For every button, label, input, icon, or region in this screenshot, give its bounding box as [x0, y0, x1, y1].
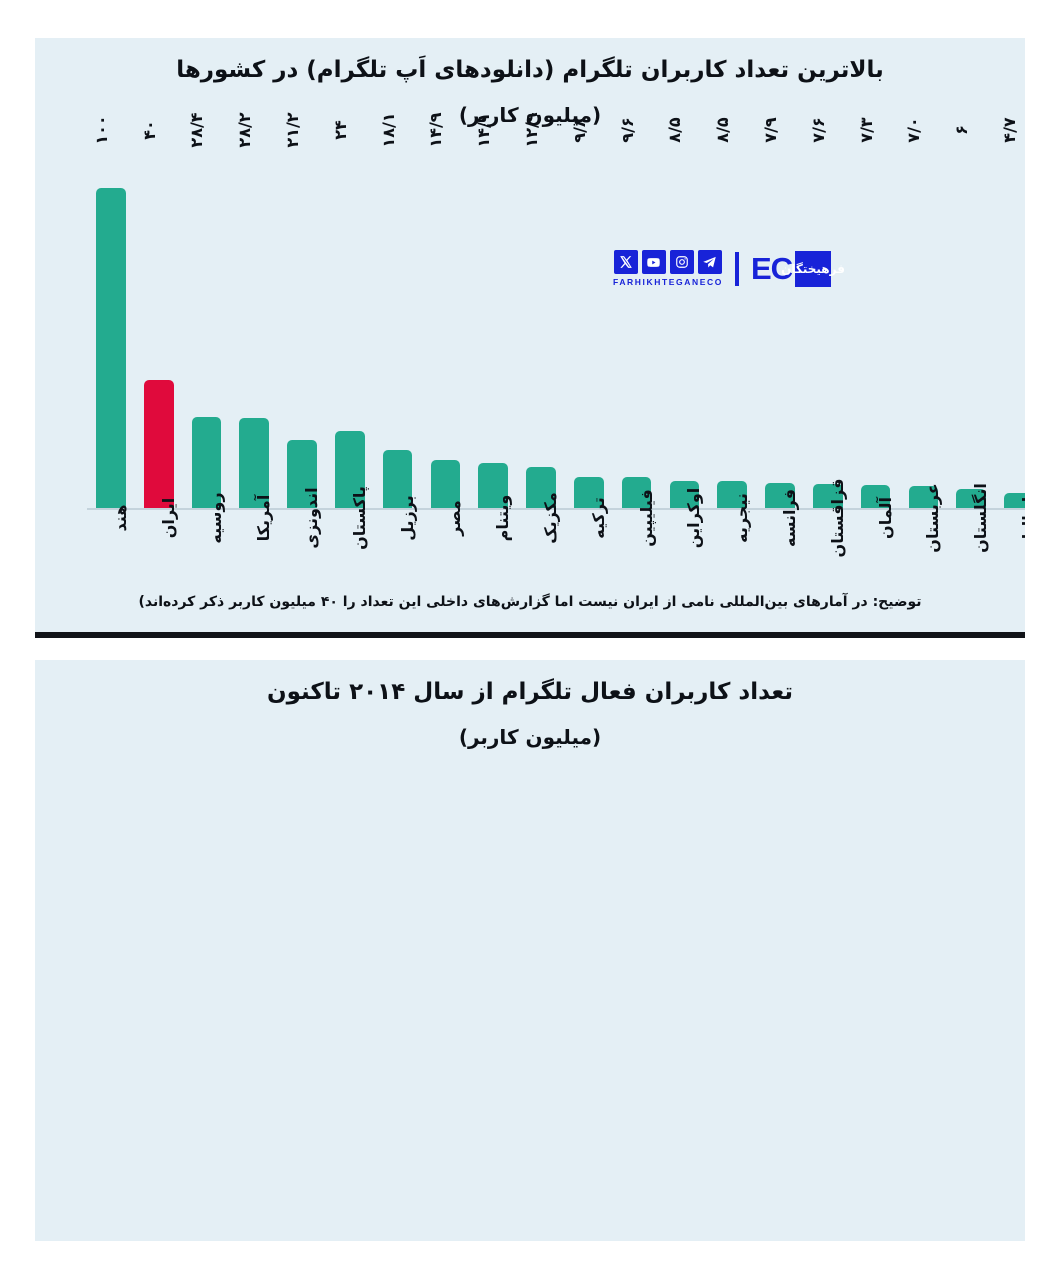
logo-divider — [734, 251, 739, 286]
x-axis-label: برزیل — [397, 495, 417, 541]
x-axis-label: ترکیه — [588, 497, 608, 539]
bar[interactable]: ۱۰۰ — [92, 115, 126, 508]
social-block: FARHIKHTEGANECO — [613, 250, 723, 287]
bar[interactable]: ۴/۷ — [1000, 117, 1025, 508]
top-title-block: بالاترین تعداد کاربران تلگرام (دانلودهای… — [35, 38, 1025, 127]
bar-slot: ۸/۵ — [661, 117, 709, 508]
bar-slot: ۸/۵ — [708, 117, 756, 508]
ec-letters: EC — [750, 251, 793, 286]
telegram-icon[interactable] — [697, 250, 722, 274]
bar-group: ۱۰۰ ۴۰ ۲۸/۴ ۲۸/۲ ۲۱/۲ ۲۴ ۱۸/۱ ۱۴/۹ ۱۴/۱ ۱۲/۹ ۹/۸ ۹/… — [87, 112, 1025, 508]
x-axis-label: قزاقستان — [827, 478, 847, 558]
bar[interactable]: ۲۸/۴ — [187, 112, 222, 508]
bar[interactable]: ۷/۶ — [809, 117, 843, 508]
bar-plot-countries: ۱۰۰ ۴۰ ۲۸/۴ ۲۸/۲ ۲۱/۲ ۲۴ ۱۸/۱ ۱۴/۹ ۱۴/۱ ۱۲/۹ ۹/۸ ۹/… — [87, 112, 1025, 510]
bar-slot: ۱۰۰ — [87, 115, 135, 508]
x-axis-label: فیلیپین — [636, 489, 656, 547]
chart-footnote: توضیح: در آمارهای بین‌المللی نامی از ایر… — [138, 594, 922, 610]
bar[interactable]: ۸/۵ — [713, 117, 748, 508]
page-title: بالاترین تعداد کاربران تلگرام (دانلودهای… — [176, 57, 884, 83]
x-axis-label: نیجریه — [732, 493, 752, 543]
x-axis-label: انگلستان — [971, 483, 991, 553]
bar[interactable]: ۷/۰ — [904, 117, 939, 508]
bar-slot: ۹/۸ — [565, 117, 613, 508]
bar[interactable]: ۷/۹ — [761, 117, 795, 508]
bar[interactable]: ۲۸/۲ — [235, 112, 270, 508]
bar-slot: ۱۴/۹ — [422, 112, 470, 508]
chart-card-timeline: تعداد کاربران فعال تلگرام از سال ۲۰۱۴ تا… — [35, 660, 1025, 1241]
bar-slot: ۹/۶ — [613, 117, 661, 508]
x-twitter-icon[interactable] — [613, 250, 638, 274]
bar-slot: ۱۸/۱ — [374, 112, 422, 508]
bar[interactable]: ۹/۸ — [570, 117, 604, 508]
bar-slot: ۴/۷ — [995, 117, 1025, 508]
ec-logo: EC فرهیختگان — [750, 250, 845, 287]
bar-slot: ۱۲/۹ — [517, 112, 565, 508]
x-axis-label: ویتنام — [493, 494, 513, 542]
bar-slot: ۲۱/۲ — [278, 112, 326, 508]
brand-logo: FARHIKHTEGANECO EC فرهیختگان — [613, 250, 845, 287]
x-axis-label: آمریکا — [254, 494, 274, 542]
x-axis-label: عربستان — [923, 483, 943, 553]
instagram-icon[interactable] — [669, 250, 694, 274]
bar-slot: ۶ — [947, 125, 995, 508]
bar[interactable]: ۶ — [952, 125, 987, 508]
x-axis-line — [87, 508, 1025, 510]
bar-slot: ۷/۶ — [804, 117, 852, 508]
x-axis-label: اوکراین — [684, 487, 704, 549]
bar-slot: ۷/۳ — [852, 117, 900, 508]
brand-handle: FARHIKHTEGANECO — [613, 277, 723, 287]
x-axis-label: پاکستان — [349, 486, 369, 550]
bar-slot: ۴۰ — [135, 120, 183, 508]
x-axis-label: ایتالیا — [1019, 496, 1025, 540]
bar[interactable]: ۱۲/۹ — [522, 112, 556, 508]
x-axis-label: مصر — [445, 500, 465, 536]
bar-slot: ۲۸/۲ — [230, 112, 278, 508]
bar[interactable]: ۴۰ — [140, 120, 174, 508]
x-axis-label: آلمان — [875, 497, 895, 539]
x-axis-label: روسیه — [206, 492, 226, 544]
bar[interactable]: ۷/۳ — [857, 117, 891, 508]
bar-slot: ۲۸/۴ — [183, 112, 231, 508]
page-title-2: تعداد کاربران فعال تلگرام از سال ۲۰۱۴ تا… — [266, 679, 794, 705]
chart-card-countries: بالاترین تعداد کاربران تلگرام (دانلودهای… — [35, 38, 1025, 632]
x-axis-label: مکزیک — [541, 492, 561, 544]
x-axis-label: هند — [110, 504, 130, 532]
bar-slot: ۷/۹ — [756, 117, 804, 508]
brand-badge: فرهیختگان — [781, 250, 845, 287]
bar[interactable]: ۸/۵ — [665, 117, 700, 508]
x-axis-label: ایران — [158, 497, 178, 539]
bottom-title-block: تعداد کاربران فعال تلگرام از سال ۲۰۱۴ تا… — [35, 660, 1025, 749]
youtube-icon[interactable] — [641, 250, 666, 274]
social-icons — [613, 250, 722, 274]
bar[interactable]: ۱۸/۱ — [379, 112, 413, 508]
chart-subtitle-2: (میلیون کاربر) — [458, 725, 602, 750]
x-axis-label: اندونزی — [302, 487, 322, 549]
bar-slot: ۲۴ — [326, 120, 374, 508]
section-divider — [35, 632, 1025, 638]
bar-slot: ۱۴/۱ — [469, 112, 517, 508]
x-axis-label: فرانسه — [780, 489, 800, 547]
bar[interactable]: ۲۱/۲ — [283, 112, 317, 508]
bar[interactable]: ۹/۶ — [618, 117, 652, 508]
bar[interactable]: ۱۴/۹ — [426, 112, 461, 508]
bar[interactable]: ۲۴ — [331, 120, 365, 508]
bar-slot: ۷/۰ — [900, 117, 948, 508]
chart-subtitle: (میلیون کاربر) — [458, 103, 602, 128]
bar[interactable]: ۱۴/۱ — [474, 112, 509, 508]
